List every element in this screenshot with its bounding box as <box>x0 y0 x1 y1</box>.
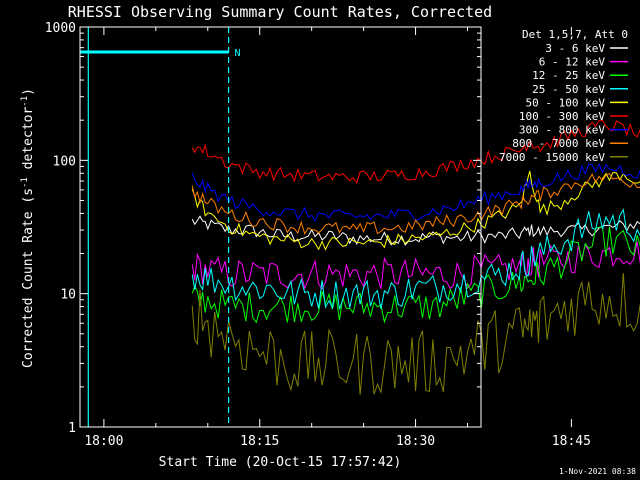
marker-lines <box>87 27 230 427</box>
series-line <box>191 163 640 222</box>
series-line <box>191 226 640 324</box>
ticks: 18:0018:1518:3018:4519:0019:1519:3011010… <box>45 21 591 449</box>
y-axis-label: Corrected Count Rate (s-1 detector-1) <box>20 88 36 368</box>
legend-label: 3 - 6 keV <box>545 42 605 55</box>
legend-label: 12 - 25 keV <box>532 69 605 82</box>
legend-label: 7000 - 15000 keV <box>499 151 605 164</box>
y-tick-label: 1 <box>68 421 76 436</box>
x-tick-label: 18:15 <box>240 434 279 449</box>
legend-label: 50 - 100 keV <box>526 96 606 109</box>
series-line <box>191 119 640 185</box>
flag-bars: NSF <box>80 48 241 59</box>
footer-timestamp: 1-Nov-2021 08:38 <box>559 467 636 476</box>
series-line <box>191 208 640 310</box>
legend-label: 800 - 7000 keV <box>512 137 605 150</box>
x-tick-label: 18:00 <box>84 434 123 449</box>
series-line <box>191 272 640 395</box>
chart-title: RHESSI Observing Summary Count Rates, Co… <box>68 3 492 21</box>
legend-label: 100 - 300 keV <box>519 110 605 123</box>
y-tick-label: 10 <box>60 288 76 303</box>
x-tick-label: 18:30 <box>396 434 435 449</box>
legend-label: 6 - 12 keV <box>539 56 606 69</box>
x-tick-label: 18:45 <box>552 434 591 449</box>
series-line <box>191 215 640 246</box>
series-line <box>191 241 640 290</box>
plot-frame <box>79 26 482 428</box>
series-layer <box>191 119 640 395</box>
legend-label: 25 - 50 keV <box>532 83 605 96</box>
series-line <box>191 170 640 251</box>
y-tick-label: 1000 <box>45 21 76 36</box>
flag-label: N <box>235 48 241 59</box>
y-tick-label: 100 <box>53 154 76 169</box>
legend-label: 300 - 800 keV <box>519 124 605 137</box>
axes <box>79 26 482 428</box>
svg-text:Corrected Count Rate (s-1 dete: Corrected Count Rate (s-1 detector-1) <box>20 88 36 368</box>
legend-title: Det 1,5,7, Att 0 <box>522 28 628 41</box>
x-axis-label: Start Time (20-Oct-15 17:57:42) <box>159 455 402 470</box>
series-line <box>191 173 640 236</box>
